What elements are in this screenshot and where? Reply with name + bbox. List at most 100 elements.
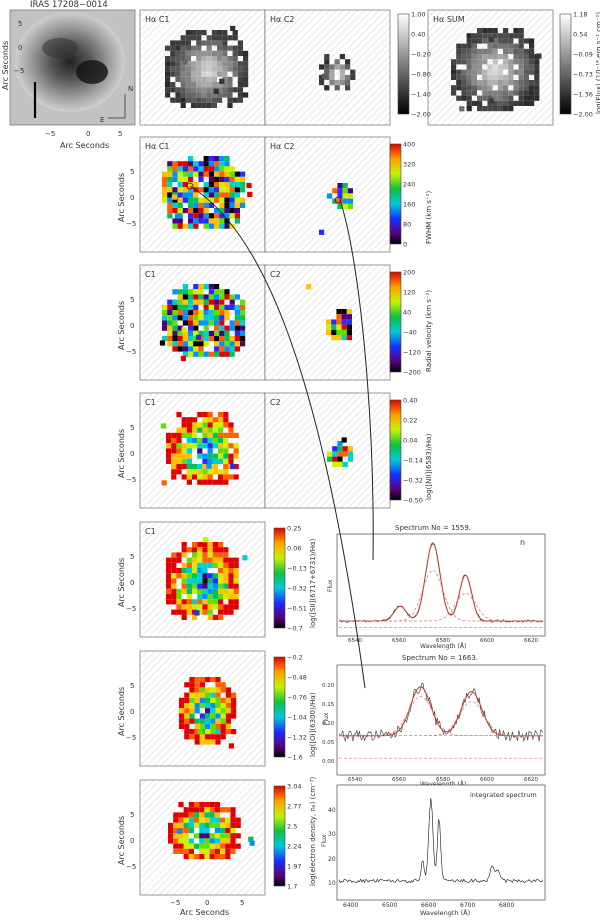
y-axis-label: Flux [327,579,334,592]
map-pixel [211,71,217,77]
map-pixel [218,557,224,563]
map-pixel [214,843,220,849]
colorbar-tick: 2.77 [287,803,301,811]
map-pixel [175,92,181,98]
map-pixel [186,547,192,553]
map-pixel [208,197,214,203]
map-pixel [327,193,333,199]
map-pixel [214,218,220,224]
colorbar-oi: −0.2−0.48−0.76−1.04−1.32−1.6log([OI](630… [273,654,317,762]
map-pixel [177,223,183,229]
map-pixel [471,54,477,60]
map-pixel [231,713,237,719]
colorbar-tick: 120 [403,289,415,297]
map-pixel [171,443,177,449]
map-pixel [240,197,246,203]
colorbar-tick: −40 [403,329,417,337]
map-pixel [487,95,493,101]
map-pixel [185,71,191,77]
map-pixel [214,171,220,177]
map-pixel [210,729,216,735]
map-pixel [167,320,173,326]
map-pixel [223,453,229,459]
map-pixel [487,33,493,39]
map-pixel [215,723,221,729]
colorbar-tick: −0.32 [287,585,307,593]
map-pixel [214,304,220,310]
colorbar-label: log(electron density, nₑ) (cm⁻³) [309,776,317,886]
map-pixel [208,156,214,162]
map-pixel [234,320,240,326]
map-pixel [224,315,230,321]
map-pixel [224,202,230,208]
map-pixel [198,351,204,357]
map-pixel [229,346,235,352]
map-pixel [332,451,338,457]
map-pixel [214,223,220,229]
map-pixel [482,28,488,34]
map-pixel [203,310,209,316]
map-pixel [329,64,335,70]
map-pixel [202,469,208,475]
map-pixel [342,446,348,452]
colorbar-tick: −0.09 [573,51,593,59]
map-pixel [188,802,194,808]
map-pixel [218,568,224,574]
map-pixel [171,573,177,579]
map-pixel [194,802,200,808]
map-pixel [497,100,503,106]
svg-text:N: N [128,85,133,93]
map-pixel [243,92,249,98]
map-pixel [228,599,234,605]
map-pixel [166,458,172,464]
map-pixel [185,87,191,93]
map-pixel [224,304,230,310]
map-pixel [529,69,535,75]
map-pixel [185,76,191,82]
map-pixel [217,71,223,77]
map-pixel [194,677,200,683]
map-pixel [326,324,332,330]
map-pixel [197,438,203,444]
map-pixel [167,213,173,219]
map-pixel [208,294,214,300]
map-pixel [166,453,172,459]
map-pixel [229,304,235,310]
map-pixel [179,718,185,724]
map-pixel [193,299,199,305]
map-pixel [182,336,188,342]
map-pixel [225,843,231,849]
map-pixel [210,692,216,698]
map-pixel [534,69,540,75]
map-pixel [166,573,172,579]
map-pixel [182,310,188,316]
map-pixel [487,85,493,91]
x-axis-label: Arc Seconds [60,141,109,150]
map-pixel [237,66,243,72]
map-pixel [332,461,338,467]
map-pixel [199,697,205,703]
map-pixel [513,59,519,65]
map-pixel [176,573,182,579]
map-pixel [193,289,199,295]
map-pixel [173,817,179,823]
map-pixel [184,708,190,714]
map-pixel [186,588,192,594]
map-pixel [210,687,216,693]
map-pixel [228,422,234,428]
map-pixel [180,355,186,362]
map-pixel [207,422,213,428]
colorbar-tick: 1.97 [287,863,301,871]
map-pixel [176,458,182,464]
map-pixel [508,80,514,86]
spectrum-title: Spectrum No = 1559. [395,524,471,532]
map-pixel [529,64,535,70]
map-pixel [224,336,230,342]
map-pixel [214,341,220,347]
map-pixel [173,822,179,828]
map-pixel [497,95,503,101]
map-pixel [208,182,214,188]
map-pixel [233,557,239,563]
panel-title: Hα C2 [270,15,295,24]
y-tick: 20 [328,856,336,863]
